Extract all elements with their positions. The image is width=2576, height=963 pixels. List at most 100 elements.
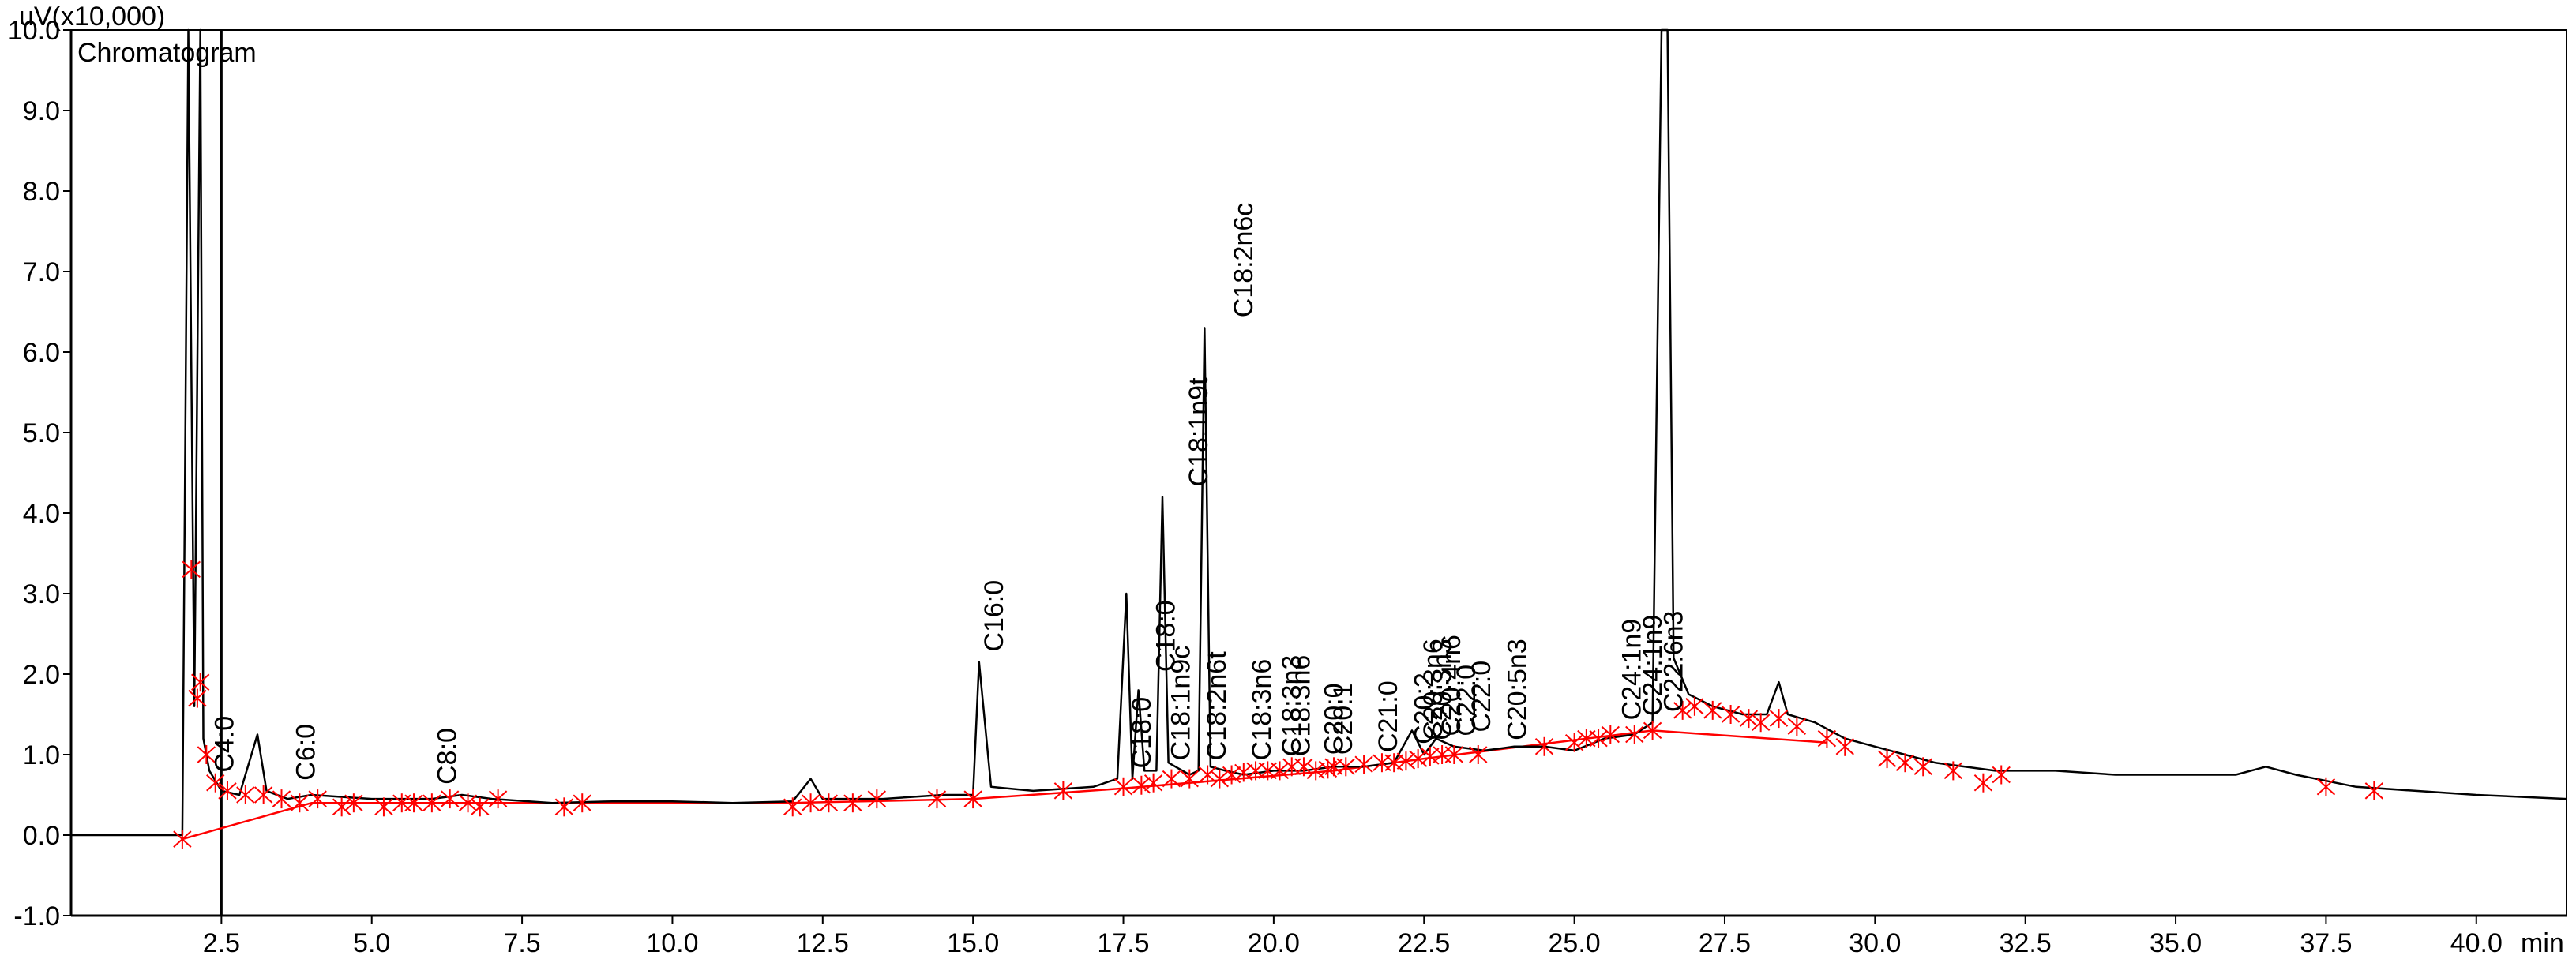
y-tick-label: 6.0 (23, 338, 60, 368)
integration-mark (1053, 781, 1073, 800)
integration-mark (206, 773, 225, 793)
x-tick-label: 30.0 (1849, 928, 1901, 958)
integration-marks-layer (173, 560, 2384, 849)
peak-label: C20:1 (1328, 683, 1358, 755)
integration-mark (1589, 729, 1608, 748)
integration-mark (1210, 769, 1230, 789)
y-tick-label: 4.0 (23, 499, 60, 529)
integration-mark (1685, 696, 1704, 716)
integration-mark (272, 789, 291, 809)
peak-label: C18:2n6c (1229, 203, 1259, 318)
x-tick-label: 27.5 (1699, 928, 1751, 958)
x-tick-label: 40.0 (2450, 928, 2503, 958)
integration-mark (1132, 775, 1151, 795)
peak-label: C6:0 (291, 724, 321, 781)
integration-mark (783, 797, 802, 817)
peak-label: C21:0 (1373, 680, 1403, 752)
integration-mark (1294, 757, 1313, 777)
integration-mark (471, 797, 490, 817)
x-tick-label: 10.0 (646, 928, 698, 958)
integration-mark (1721, 705, 1740, 724)
y-tick-label: 10.0 (8, 16, 60, 46)
peak-label: C20:3n3 (1428, 639, 1458, 740)
integration-mark (1396, 751, 1416, 771)
integration-mark (801, 793, 820, 813)
integration-mark (1673, 700, 1692, 720)
x-tick-label: 25.0 (1549, 928, 1601, 958)
x-tick-label: 32.5 (2000, 928, 2052, 958)
integration-mark (1835, 736, 1854, 756)
integration-mark (1198, 765, 1217, 785)
peak-label: C24:1n9 (1638, 615, 1668, 717)
y-tick-label: 9.0 (23, 96, 60, 126)
integration-mark (1408, 749, 1428, 769)
axes-layer (69, 29, 2567, 917)
integration-mark (1769, 709, 1789, 729)
integration-mark (819, 793, 839, 813)
integration-mark (1384, 753, 1403, 773)
y-tick-label: 7.0 (23, 257, 60, 287)
peak-label: C18:3n6 (1247, 659, 1277, 761)
peak-label: C16:0 (979, 580, 1009, 652)
integration-mark (1336, 757, 1355, 777)
integration-mark (573, 793, 591, 813)
integration-mark (197, 745, 216, 764)
x-tick-label: 37.5 (2300, 928, 2352, 958)
integration-mark (1444, 745, 1463, 764)
y-tick-label: 3.0 (23, 579, 60, 609)
integration-mark (188, 688, 207, 708)
integration-mark (1973, 773, 1993, 793)
integration-mark (1895, 753, 1915, 773)
integration-mark (1162, 769, 1181, 789)
integration-mark (1564, 733, 1584, 752)
integration-mark (1180, 769, 1199, 789)
peak-label: C8:0 (432, 728, 462, 785)
peak-label: C18:2n6t (1202, 651, 1232, 761)
integration-mark (1913, 757, 1932, 777)
x-tick-label: 17.5 (1097, 928, 1149, 958)
peak-label: C18:0 (1127, 697, 1157, 769)
integration-mark (1421, 747, 1440, 766)
integration-mark (191, 673, 210, 692)
integration-mark (1817, 729, 1837, 748)
integration-mark (236, 785, 255, 804)
integration-mark (1222, 765, 1241, 785)
x-tick-label: 35.0 (2150, 928, 2202, 958)
peak-label: C18:3n6 (1286, 655, 1316, 757)
x-tick-label: 7.5 (503, 928, 540, 958)
integration-mark (1601, 725, 1620, 744)
integration-mark (1469, 745, 1488, 764)
integration-mark (554, 797, 574, 817)
integration-mark (1877, 749, 1897, 769)
integration-mark (1703, 700, 1722, 720)
integration-mark (374, 797, 393, 817)
chart-title: Chromatogram (77, 38, 257, 68)
integration-mark (488, 789, 508, 809)
peak-label: C22:0 (1451, 665, 1481, 736)
integration-mark (218, 781, 237, 800)
integration-mark (308, 789, 327, 809)
peak-label: C24:1n9 (1617, 619, 1647, 721)
integration-mark (1306, 761, 1325, 781)
integration-mark (1739, 709, 1759, 729)
x-tick-label: 22.5 (1398, 928, 1450, 958)
integration-mark (173, 830, 192, 849)
integration-mark (404, 793, 423, 813)
y-axis-title: uV(x10,000) (19, 2, 165, 32)
x-tick-label: 12.5 (797, 928, 849, 958)
integration-mark (332, 797, 351, 817)
peak-label: C22:6n3 (1659, 611, 1689, 713)
integration-mark (1143, 773, 1163, 793)
integration-mark (1625, 725, 1644, 744)
integration-mark (2316, 777, 2336, 796)
peak-label: C18:1n9c (1166, 646, 1196, 761)
peak-label: C18:0 (1151, 600, 1181, 672)
integration-mark (1354, 755, 1373, 774)
integration-mark (253, 785, 273, 804)
integration-mark (1270, 761, 1290, 781)
integration-mark (1787, 717, 1807, 736)
peak-label: C18:1n9t (1184, 377, 1214, 487)
peak-label: C20:3n6 (1418, 639, 1448, 740)
